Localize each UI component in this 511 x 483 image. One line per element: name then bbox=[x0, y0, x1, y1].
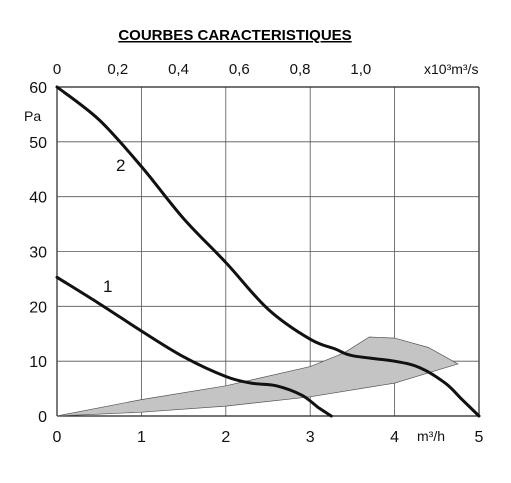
grid bbox=[56, 86, 480, 417]
series-1-label: 1 bbox=[103, 277, 112, 296]
series-1-line bbox=[55, 275, 333, 418]
y-tick-label: 30 bbox=[29, 245, 47, 262]
x-tick-label: 1 bbox=[137, 429, 146, 446]
y-tick-label: 10 bbox=[29, 354, 47, 371]
top-tick-label: 0,6 bbox=[229, 61, 250, 78]
x-tick-label: 3 bbox=[306, 429, 315, 446]
operating-zone bbox=[56, 336, 459, 417]
y-tick-label: 20 bbox=[29, 299, 47, 316]
y-tick-label: 40 bbox=[29, 190, 47, 207]
top-axis-label: x10³m³/s bbox=[424, 61, 478, 77]
x-tick-label: 5 bbox=[475, 429, 484, 446]
y-tick-label: 50 bbox=[29, 135, 47, 152]
curves bbox=[55, 85, 481, 418]
y-axis-label: Pa bbox=[24, 108, 41, 124]
chart-title: COURBES CARACTERISTIQUES bbox=[118, 27, 351, 44]
series-2-line bbox=[55, 85, 481, 418]
y-tick-label: 0 bbox=[38, 409, 47, 426]
series-2-label: 2 bbox=[116, 156, 125, 175]
top-tick-label: 0,4 bbox=[168, 61, 189, 78]
x-axis-label: m³/h bbox=[417, 428, 445, 444]
x-tick-label: 2 bbox=[221, 429, 230, 446]
top-tick-label: 0,8 bbox=[290, 61, 311, 78]
top-tick-label: 0 bbox=[53, 61, 61, 78]
top-tick-label: 1,0 bbox=[350, 61, 371, 78]
x-tick-label: 4 bbox=[390, 429, 399, 446]
top-tick-label: 0,2 bbox=[107, 61, 128, 78]
x-tick-label: 0 bbox=[53, 429, 62, 446]
y-tick-label: 60 bbox=[29, 80, 47, 97]
